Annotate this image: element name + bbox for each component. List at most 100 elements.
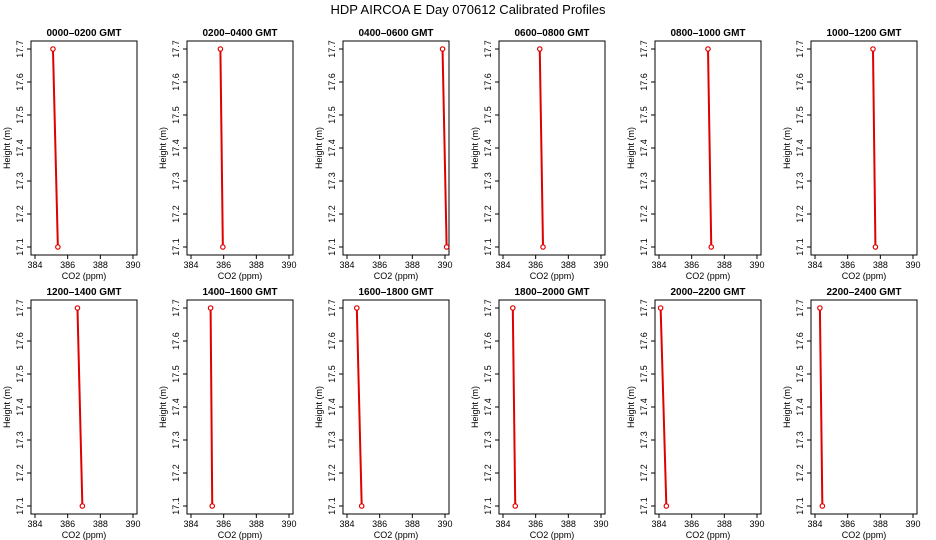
x-tick-label: 384 (183, 519, 198, 529)
y-tick-label: 17.7 (171, 40, 181, 58)
y-tick-label: 17.3 (171, 431, 181, 449)
x-axis-label: CO2 (ppm) (218, 271, 263, 281)
x-tick-label: 388 (93, 260, 108, 270)
y-tick-label: 17.1 (171, 238, 181, 256)
profile-point (512, 503, 519, 509)
profile-point (74, 305, 81, 311)
y-axis-label: Height (m) (2, 127, 12, 169)
x-axis-label: CO2 (ppm) (842, 271, 887, 281)
panel-grid: 0000–0200 GMT 384 386 388 390 CO2 (ppm) 17.1 17… (2, 28, 921, 540)
panel-title: 2200–2400 GMT (826, 287, 901, 298)
y-tick-label: 17.1 (483, 238, 493, 256)
y-tick-label: 17.4 (171, 139, 181, 157)
y-tick-label: 17.4 (639, 398, 649, 416)
profile-point (708, 244, 715, 250)
y-tick-label: 17.3 (795, 431, 805, 449)
profile-point (540, 244, 546, 250)
x-tick-label: 386 (372, 260, 387, 270)
y-axis-label: Height (m) (158, 386, 168, 428)
panel-title: 0000–0200 GMT (46, 28, 121, 39)
panel-title: 1200–1400 GMT (46, 287, 121, 298)
y-tick-label: 17.2 (171, 205, 181, 223)
profile-point (536, 46, 543, 52)
profile-line (76, 307, 84, 507)
y-tick-label: 17.3 (639, 431, 649, 449)
y-tick-label: 17.7 (171, 299, 181, 317)
y-tick-label: 17.5 (483, 365, 493, 383)
y-tick-label: 17.2 (795, 205, 805, 223)
panel: 0800–1000 GMT 384 386 388 390 CO2 (ppm) 17.1 17… (626, 28, 765, 281)
x-tick-label: 386 (60, 519, 75, 529)
y-tick-label: 17.6 (639, 73, 649, 91)
plot-frame (342, 40, 450, 256)
y-tick-label: 17.3 (639, 172, 649, 190)
y-axis-label: Height (m) (470, 127, 480, 169)
y-tick-label: 17.2 (639, 464, 649, 482)
y-axis-label: Height (m) (626, 386, 636, 428)
plot-frame (30, 299, 138, 515)
x-tick-label: 384 (495, 519, 510, 529)
x-tick-label: 390 (593, 260, 608, 270)
y-tick-label: 17.3 (483, 172, 493, 190)
y-tick-label: 17.7 (483, 40, 493, 58)
x-tick-label: 390 (905, 260, 920, 270)
plot-frame (654, 299, 762, 515)
profile-point (50, 46, 56, 52)
x-axis-label: CO2 (ppm) (686, 530, 731, 540)
y-tick-label: 17.7 (795, 299, 805, 317)
x-tick-label: 386 (840, 519, 855, 529)
y-tick-label: 17.4 (171, 398, 181, 416)
x-tick-label: 390 (125, 519, 140, 529)
profile-point (55, 244, 61, 250)
panel: 0000–0200 GMT 384 386 388 390 CO2 (ppm) 17.1 17… (2, 28, 141, 281)
y-tick-label: 17.4 (483, 398, 493, 416)
y-tick-label: 17.1 (483, 497, 493, 515)
y-tick-label: 17.5 (327, 365, 337, 383)
profile-line (51, 48, 59, 248)
profile-point (817, 305, 823, 311)
x-tick-label: 386 (528, 519, 543, 529)
y-tick-label: 17.6 (15, 332, 25, 350)
x-tick-label: 390 (437, 260, 452, 270)
y-tick-label: 17.4 (15, 139, 25, 157)
y-tick-label: 17.6 (639, 332, 649, 350)
profile-point (663, 503, 670, 509)
y-tick-label: 17.5 (171, 106, 181, 124)
x-tick-label: 384 (339, 519, 354, 529)
y-tick-label: 17.2 (483, 205, 493, 223)
x-tick-label: 384 (183, 260, 198, 270)
profile-point (217, 46, 224, 52)
x-tick-label: 386 (684, 519, 699, 529)
panel: 1200–1400 GMT 384 386 388 390 CO2 (ppm) 17.1 17… (2, 287, 141, 540)
y-tick-label: 17.3 (15, 172, 25, 190)
y-tick-label: 17.7 (483, 299, 493, 317)
y-tick-label: 17.1 (171, 497, 181, 515)
x-tick-label: 388 (873, 260, 888, 270)
y-tick-label: 17.7 (15, 299, 25, 317)
x-tick-label: 386 (372, 519, 387, 529)
y-axis-label: Height (m) (470, 386, 480, 428)
profile-point (207, 305, 214, 311)
y-tick-label: 17.3 (15, 431, 25, 449)
y-tick-label: 17.2 (327, 205, 337, 223)
x-axis-label: CO2 (ppm) (686, 271, 731, 281)
profile-point (657, 305, 664, 311)
y-tick-label: 17.7 (15, 40, 25, 58)
x-tick-label: 388 (717, 260, 732, 270)
y-tick-label: 17.6 (483, 332, 493, 350)
y-tick-label: 17.6 (483, 73, 493, 91)
x-tick-label: 390 (905, 519, 920, 529)
y-tick-label: 17.6 (795, 332, 805, 350)
y-tick-label: 17.5 (639, 365, 649, 383)
y-tick-label: 17.3 (483, 431, 493, 449)
x-tick-label: 386 (216, 260, 231, 270)
x-axis-label: CO2 (ppm) (842, 530, 887, 540)
profile-line (659, 307, 668, 507)
y-tick-label: 17.6 (795, 73, 805, 91)
panel: 1400–1600 GMT 384 386 388 390 CO2 (ppm) 17.1 17… (158, 287, 297, 540)
y-tick-label: 17.1 (795, 497, 805, 515)
y-axis-label: Height (m) (314, 127, 324, 169)
profile-point (439, 46, 446, 52)
y-tick-label: 17.2 (639, 205, 649, 223)
